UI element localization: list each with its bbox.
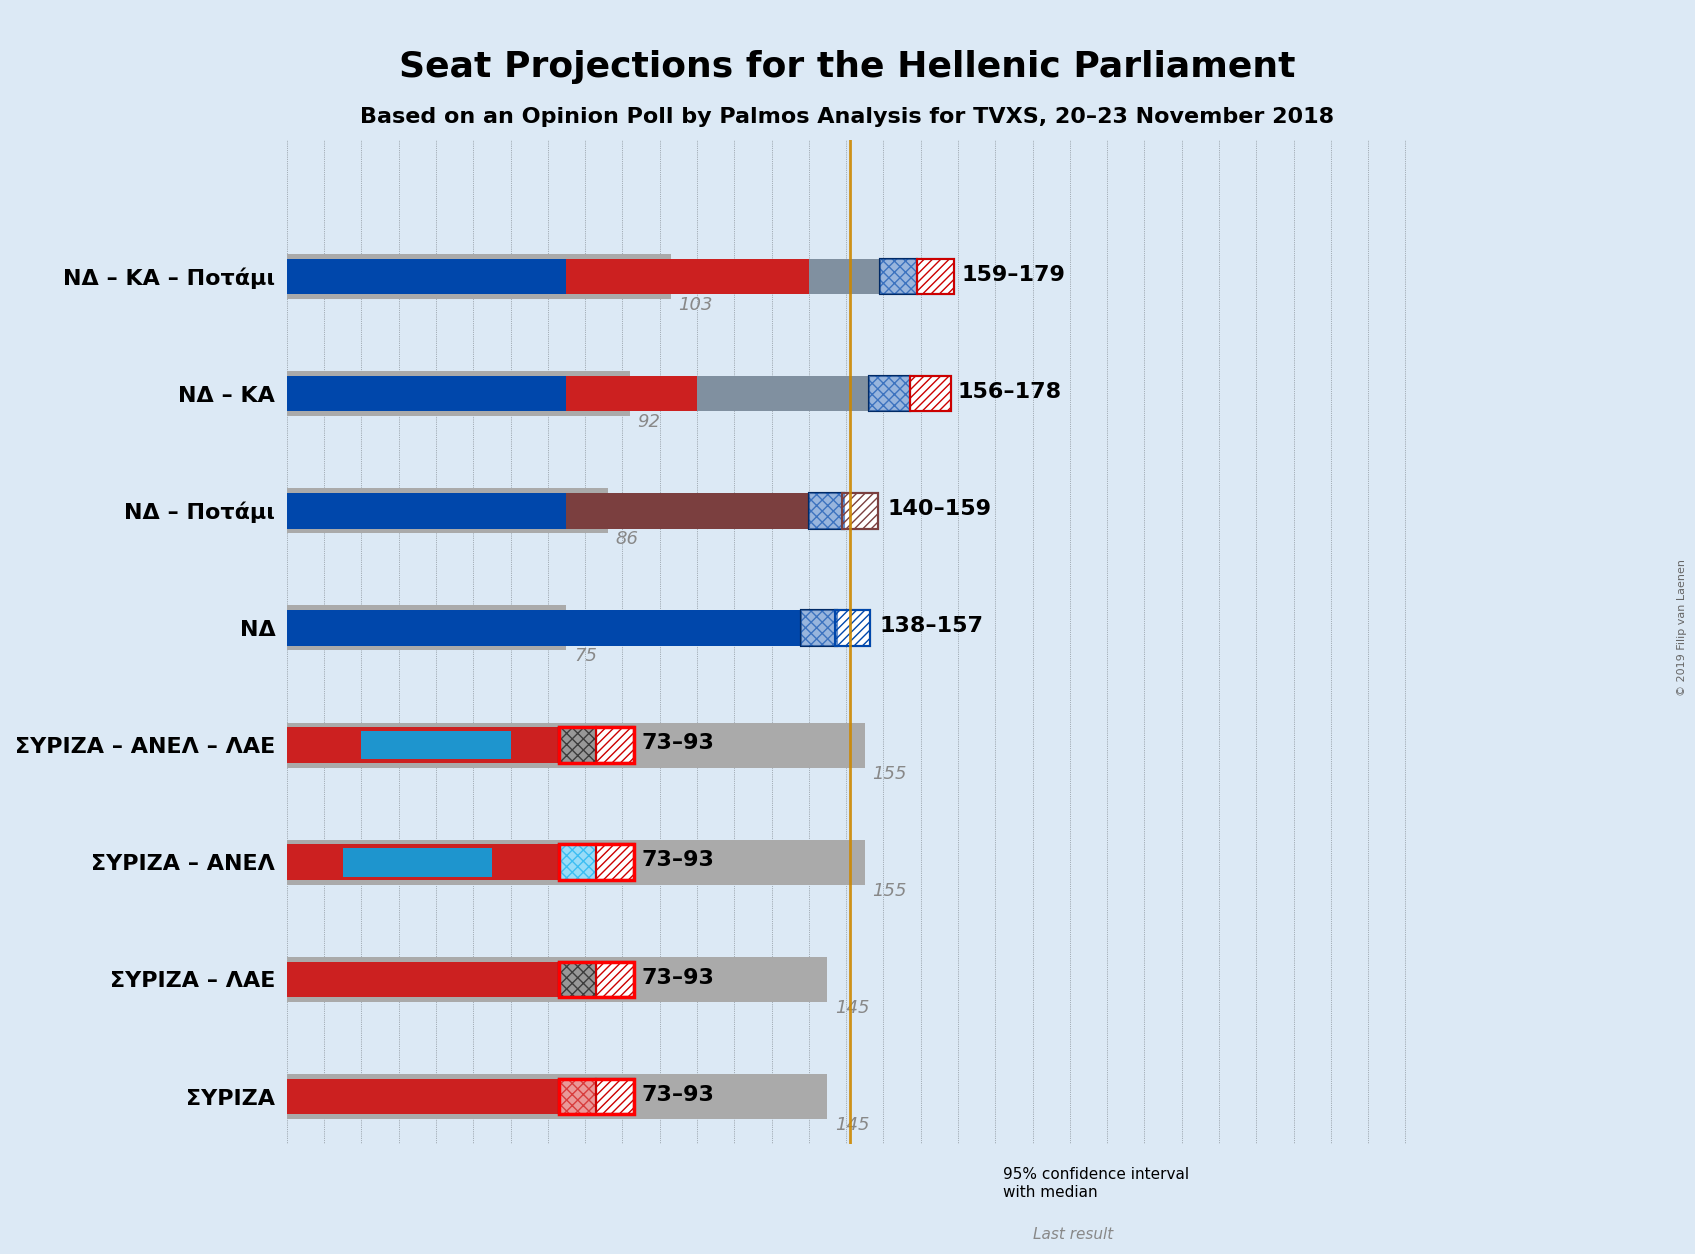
Text: 145: 145	[836, 999, 870, 1017]
Bar	[559, 727, 634, 762]
Bar	[286, 253, 671, 298]
Bar	[970, 1167, 998, 1200]
Bar	[286, 957, 827, 1002]
Text: 73–93: 73–93	[641, 850, 714, 870]
Text: 145: 145	[836, 1116, 870, 1134]
Bar	[559, 727, 597, 762]
Bar	[836, 611, 870, 646]
Bar	[597, 844, 634, 880]
Bar	[809, 493, 844, 528]
Bar	[597, 962, 634, 997]
Text: 103: 103	[678, 296, 714, 314]
Bar	[286, 722, 864, 767]
Bar	[939, 1167, 970, 1200]
Bar	[597, 1078, 634, 1115]
Bar	[842, 493, 878, 528]
Bar	[809, 493, 844, 528]
Bar	[286, 844, 559, 880]
Bar	[868, 376, 910, 411]
Bar	[559, 1078, 597, 1115]
Bar	[286, 371, 631, 416]
Bar	[286, 258, 566, 295]
Bar	[361, 731, 510, 760]
Text: 155: 155	[873, 882, 907, 900]
Text: Based on an Opinion Poll by Palmos Analysis for TVXS, 20–23 November 2018: Based on an Opinion Poll by Palmos Analy…	[361, 107, 1334, 127]
Text: 86: 86	[615, 530, 637, 548]
Bar	[970, 1167, 998, 1200]
Bar	[802, 611, 837, 646]
Bar	[286, 376, 566, 411]
Text: 73–93: 73–93	[641, 968, 714, 988]
Bar	[559, 1078, 634, 1115]
Text: 92: 92	[637, 413, 661, 431]
Bar	[910, 376, 951, 411]
Bar	[910, 376, 951, 411]
Bar	[559, 727, 597, 762]
Bar	[286, 611, 802, 646]
Bar	[917, 258, 954, 295]
Bar	[559, 962, 597, 997]
Bar	[597, 962, 634, 997]
Bar	[697, 376, 868, 411]
Bar	[559, 844, 597, 880]
Bar	[939, 1219, 985, 1251]
Text: 156–178: 156–178	[958, 381, 1063, 401]
Bar	[809, 258, 880, 295]
Bar	[917, 258, 954, 295]
Bar	[286, 493, 566, 528]
Bar	[286, 606, 566, 651]
Text: 140–159: 140–159	[886, 499, 992, 519]
Bar	[286, 727, 559, 762]
Text: 159–179: 159–179	[961, 265, 1066, 285]
Bar	[802, 611, 837, 646]
Bar	[939, 1167, 970, 1200]
Bar	[286, 1078, 559, 1115]
Text: 73–93: 73–93	[641, 734, 714, 754]
Bar	[559, 844, 597, 880]
Bar	[286, 1075, 827, 1119]
Bar	[559, 1078, 597, 1115]
Bar	[566, 376, 697, 411]
Bar	[566, 258, 809, 295]
Bar	[566, 493, 809, 528]
Bar	[880, 258, 917, 295]
Bar	[985, 1219, 1029, 1251]
Bar	[286, 962, 559, 997]
Text: Seat Projections for the Hellenic Parliament: Seat Projections for the Hellenic Parlia…	[400, 50, 1295, 84]
Bar	[286, 488, 607, 533]
Bar	[985, 1219, 1029, 1251]
Bar	[868, 376, 910, 411]
Bar	[597, 727, 634, 762]
Bar	[559, 844, 634, 880]
Bar	[559, 962, 634, 997]
Text: 138–157: 138–157	[880, 616, 983, 636]
Text: 95% confidence interval
with median: 95% confidence interval with median	[1003, 1167, 1188, 1200]
Bar	[559, 962, 597, 997]
Bar	[597, 844, 634, 880]
Text: © 2019 Filip van Laenen: © 2019 Filip van Laenen	[1676, 558, 1687, 696]
Text: 75: 75	[575, 647, 597, 666]
Text: 73–93: 73–93	[641, 1085, 714, 1105]
Bar	[286, 840, 864, 885]
Text: Last result: Last result	[1032, 1228, 1114, 1243]
Bar	[836, 611, 870, 646]
Bar	[597, 1078, 634, 1115]
Text: 155: 155	[873, 765, 907, 782]
Bar	[597, 727, 634, 762]
Bar	[880, 258, 917, 295]
Bar	[842, 493, 878, 528]
Bar	[342, 848, 492, 877]
